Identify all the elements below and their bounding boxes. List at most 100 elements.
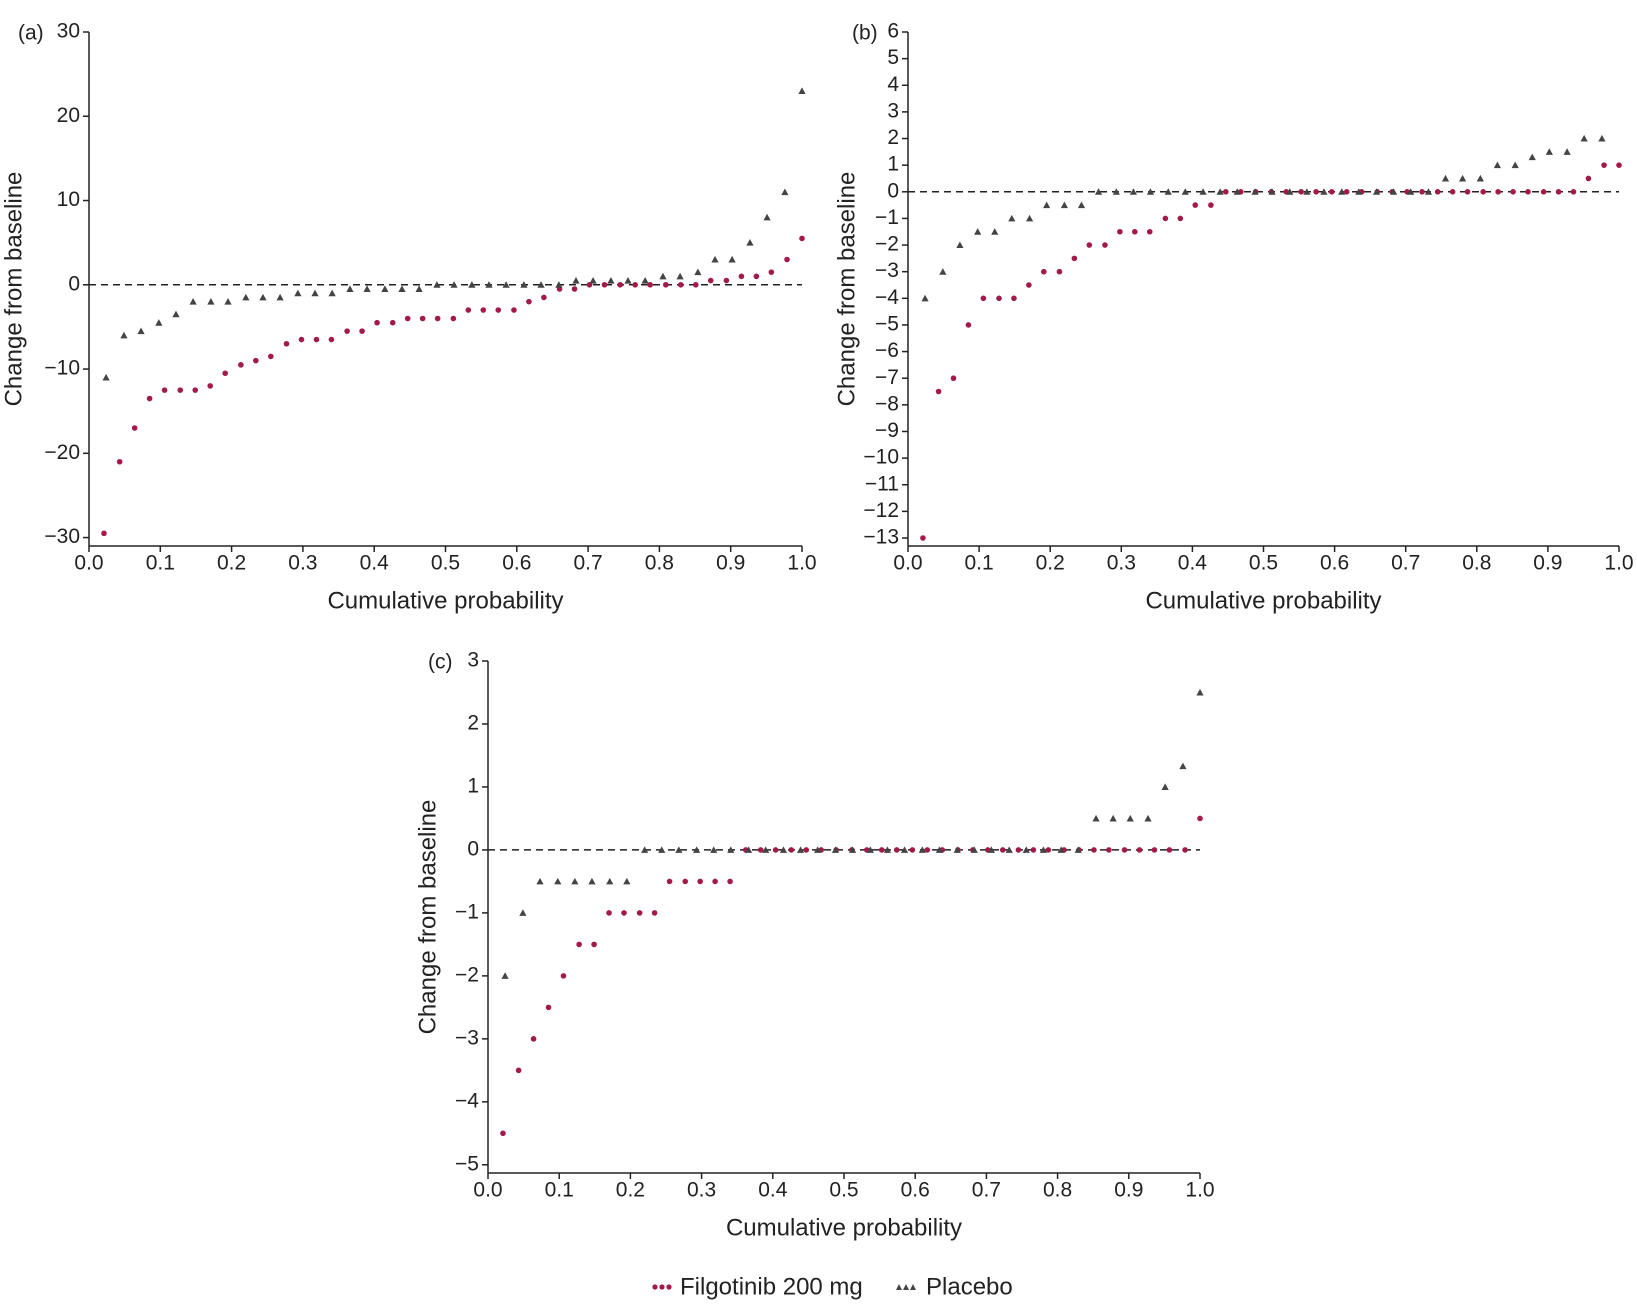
x-tick-label: 0.3 [288, 552, 317, 575]
legend-marker [652, 1284, 658, 1290]
point [666, 878, 673, 885]
point [511, 307, 517, 313]
point [831, 846, 840, 853]
point [1121, 847, 1128, 853]
point [663, 281, 669, 288]
point [798, 87, 806, 94]
x-tick-label: 1.0 [1185, 1179, 1214, 1202]
point [1132, 228, 1138, 235]
x-tick-label: 0.2 [1036, 552, 1065, 575]
point [207, 383, 214, 389]
point [259, 293, 267, 301]
point [753, 273, 760, 280]
point [1136, 847, 1143, 853]
point [1464, 188, 1471, 195]
point [658, 846, 666, 853]
point [677, 281, 684, 288]
point [1528, 153, 1536, 161]
point [519, 909, 527, 916]
point [712, 878, 718, 885]
point [346, 285, 354, 292]
point [398, 285, 406, 292]
point [515, 1067, 522, 1074]
point [450, 281, 458, 288]
point [939, 268, 947, 275]
y-tick-label: −12 [863, 499, 899, 522]
y-tick-label: 3 [467, 649, 479, 672]
point [1077, 201, 1086, 209]
x-tick-label: 0.1 [545, 1179, 574, 1202]
point [120, 331, 128, 339]
point [1112, 188, 1120, 195]
point [541, 294, 547, 301]
point [545, 1004, 552, 1011]
x-axis-label: Cumulative probability [327, 587, 563, 614]
point [189, 298, 197, 305]
point [1555, 188, 1562, 195]
point [1598, 134, 1606, 142]
point [727, 846, 735, 853]
point [253, 357, 259, 364]
point [434, 315, 441, 322]
point [1151, 847, 1158, 853]
point [1117, 228, 1123, 235]
point [161, 387, 168, 393]
point [146, 395, 153, 402]
point [1166, 847, 1173, 853]
point [723, 277, 730, 284]
x-tick-label: 0.0 [74, 552, 103, 575]
y-tick-label: −11 [865, 472, 899, 495]
x-tick-label: 0.7 [972, 1179, 1001, 1202]
panel-label: (a) [18, 22, 44, 45]
point [1328, 188, 1335, 195]
x-tick-label: 0.4 [360, 552, 390, 575]
point [784, 256, 790, 263]
point [1146, 228, 1153, 235]
point [1286, 188, 1294, 195]
point [623, 877, 631, 885]
point [359, 328, 365, 334]
point [1570, 188, 1577, 195]
y-tick-label: −6 [875, 339, 899, 362]
point [1390, 188, 1398, 195]
x-tick-label: 0.9 [716, 552, 745, 575]
point [953, 846, 961, 853]
point [571, 286, 578, 292]
y-tick-label: −5 [875, 313, 899, 336]
y-tick-label: −10 [863, 446, 899, 469]
point [1480, 188, 1486, 195]
point [1041, 268, 1047, 275]
legend-marker [896, 1284, 916, 1290]
point [727, 878, 733, 885]
y-axis-label: Change from baseline [833, 172, 860, 407]
point [641, 276, 649, 284]
point [878, 847, 885, 853]
point [1074, 846, 1082, 853]
point [1011, 295, 1017, 302]
point [617, 281, 623, 288]
point [500, 1130, 506, 1137]
y-axis-label: Change from baseline [0, 172, 27, 407]
point [606, 877, 614, 885]
point [996, 295, 1002, 302]
point [450, 315, 457, 322]
point [1026, 282, 1032, 288]
y-tick-label: 30 [57, 20, 80, 43]
point [1102, 242, 1108, 248]
y-tick-label: 20 [57, 104, 80, 127]
y-tick-label: 4 [887, 73, 899, 96]
point [1251, 188, 1259, 195]
point [268, 353, 274, 360]
point [762, 846, 770, 853]
point [1177, 215, 1184, 222]
point [1372, 188, 1381, 195]
point [1424, 188, 1433, 195]
point [1181, 188, 1189, 195]
point [328, 289, 336, 297]
point [1313, 188, 1319, 195]
point [1071, 255, 1078, 262]
point [781, 188, 789, 196]
point [974, 228, 982, 235]
x-tick-label: 0.1 [146, 552, 175, 575]
